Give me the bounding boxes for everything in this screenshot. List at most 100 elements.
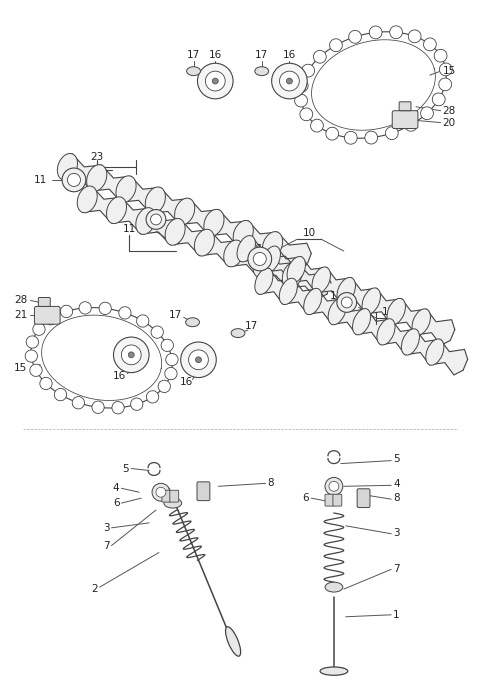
Ellipse shape	[295, 79, 308, 92]
Text: 1: 1	[393, 610, 400, 620]
Ellipse shape	[45, 312, 57, 325]
Circle shape	[325, 477, 343, 495]
Circle shape	[151, 214, 161, 225]
Ellipse shape	[325, 582, 343, 592]
Text: 28: 28	[443, 106, 456, 116]
Circle shape	[341, 297, 352, 308]
Ellipse shape	[320, 667, 348, 675]
Ellipse shape	[33, 323, 45, 336]
Ellipse shape	[337, 278, 356, 303]
Ellipse shape	[54, 389, 67, 401]
Ellipse shape	[186, 318, 200, 327]
Text: 21: 21	[14, 310, 27, 321]
Circle shape	[329, 481, 339, 491]
Text: 17: 17	[187, 50, 200, 60]
Circle shape	[180, 342, 216, 378]
Circle shape	[121, 345, 141, 365]
Ellipse shape	[348, 31, 361, 43]
Ellipse shape	[362, 288, 381, 314]
Ellipse shape	[79, 301, 91, 314]
FancyBboxPatch shape	[35, 306, 60, 324]
Ellipse shape	[287, 256, 305, 283]
Text: 12: 12	[382, 308, 395, 317]
Ellipse shape	[313, 50, 326, 63]
Ellipse shape	[434, 49, 447, 62]
Ellipse shape	[92, 401, 104, 413]
Polygon shape	[238, 236, 455, 345]
Circle shape	[146, 209, 166, 229]
Ellipse shape	[164, 498, 182, 508]
Ellipse shape	[107, 197, 127, 224]
Ellipse shape	[352, 308, 371, 335]
Ellipse shape	[365, 131, 378, 144]
Text: 16: 16	[113, 370, 126, 381]
Circle shape	[128, 352, 134, 358]
Text: 6: 6	[302, 493, 309, 503]
Circle shape	[212, 78, 218, 84]
Ellipse shape	[439, 63, 452, 76]
Text: 10: 10	[302, 228, 316, 238]
FancyBboxPatch shape	[38, 297, 50, 306]
Circle shape	[287, 78, 292, 84]
Ellipse shape	[99, 302, 111, 314]
Ellipse shape	[57, 153, 77, 180]
Ellipse shape	[369, 26, 382, 39]
Circle shape	[195, 357, 202, 363]
Text: 11: 11	[34, 175, 47, 185]
FancyBboxPatch shape	[392, 110, 418, 128]
Ellipse shape	[255, 268, 273, 295]
Ellipse shape	[412, 309, 431, 335]
Ellipse shape	[204, 209, 224, 236]
Text: 4: 4	[393, 479, 400, 489]
Ellipse shape	[72, 396, 84, 409]
FancyBboxPatch shape	[170, 490, 179, 502]
Text: 8: 8	[393, 493, 400, 503]
Ellipse shape	[432, 93, 445, 106]
Ellipse shape	[237, 235, 255, 262]
Ellipse shape	[423, 38, 436, 50]
Ellipse shape	[30, 364, 42, 376]
FancyBboxPatch shape	[197, 482, 210, 501]
Text: 7: 7	[103, 541, 109, 550]
Text: 17: 17	[255, 50, 268, 60]
Text: 7: 7	[393, 564, 400, 574]
Ellipse shape	[224, 240, 244, 267]
Polygon shape	[58, 154, 312, 269]
Ellipse shape	[255, 67, 269, 76]
Ellipse shape	[282, 262, 302, 288]
Text: 28: 28	[14, 295, 27, 306]
Ellipse shape	[165, 368, 177, 380]
Ellipse shape	[137, 315, 149, 327]
Ellipse shape	[87, 164, 107, 192]
Ellipse shape	[300, 108, 312, 121]
Text: 16: 16	[209, 50, 222, 60]
Ellipse shape	[161, 339, 173, 351]
Text: 11: 11	[251, 244, 264, 254]
Ellipse shape	[401, 329, 420, 355]
Text: 5: 5	[393, 454, 400, 464]
Ellipse shape	[146, 391, 159, 403]
Ellipse shape	[420, 107, 433, 119]
Text: 27: 27	[169, 236, 182, 246]
Ellipse shape	[439, 78, 452, 91]
Text: 6: 6	[113, 498, 120, 508]
Text: 23: 23	[90, 152, 103, 162]
Circle shape	[156, 487, 166, 497]
Ellipse shape	[426, 339, 444, 366]
Text: 15: 15	[443, 66, 456, 76]
Ellipse shape	[194, 229, 215, 256]
Ellipse shape	[136, 207, 156, 235]
Circle shape	[197, 63, 233, 99]
FancyBboxPatch shape	[357, 489, 370, 507]
Ellipse shape	[330, 39, 342, 52]
Circle shape	[337, 293, 357, 312]
Ellipse shape	[175, 198, 195, 225]
Ellipse shape	[233, 220, 253, 247]
Text: 4: 4	[113, 484, 120, 493]
Circle shape	[152, 484, 170, 501]
Ellipse shape	[231, 329, 245, 338]
Text: 17: 17	[245, 321, 259, 331]
FancyBboxPatch shape	[399, 102, 411, 110]
Ellipse shape	[116, 176, 136, 203]
Ellipse shape	[326, 128, 338, 140]
